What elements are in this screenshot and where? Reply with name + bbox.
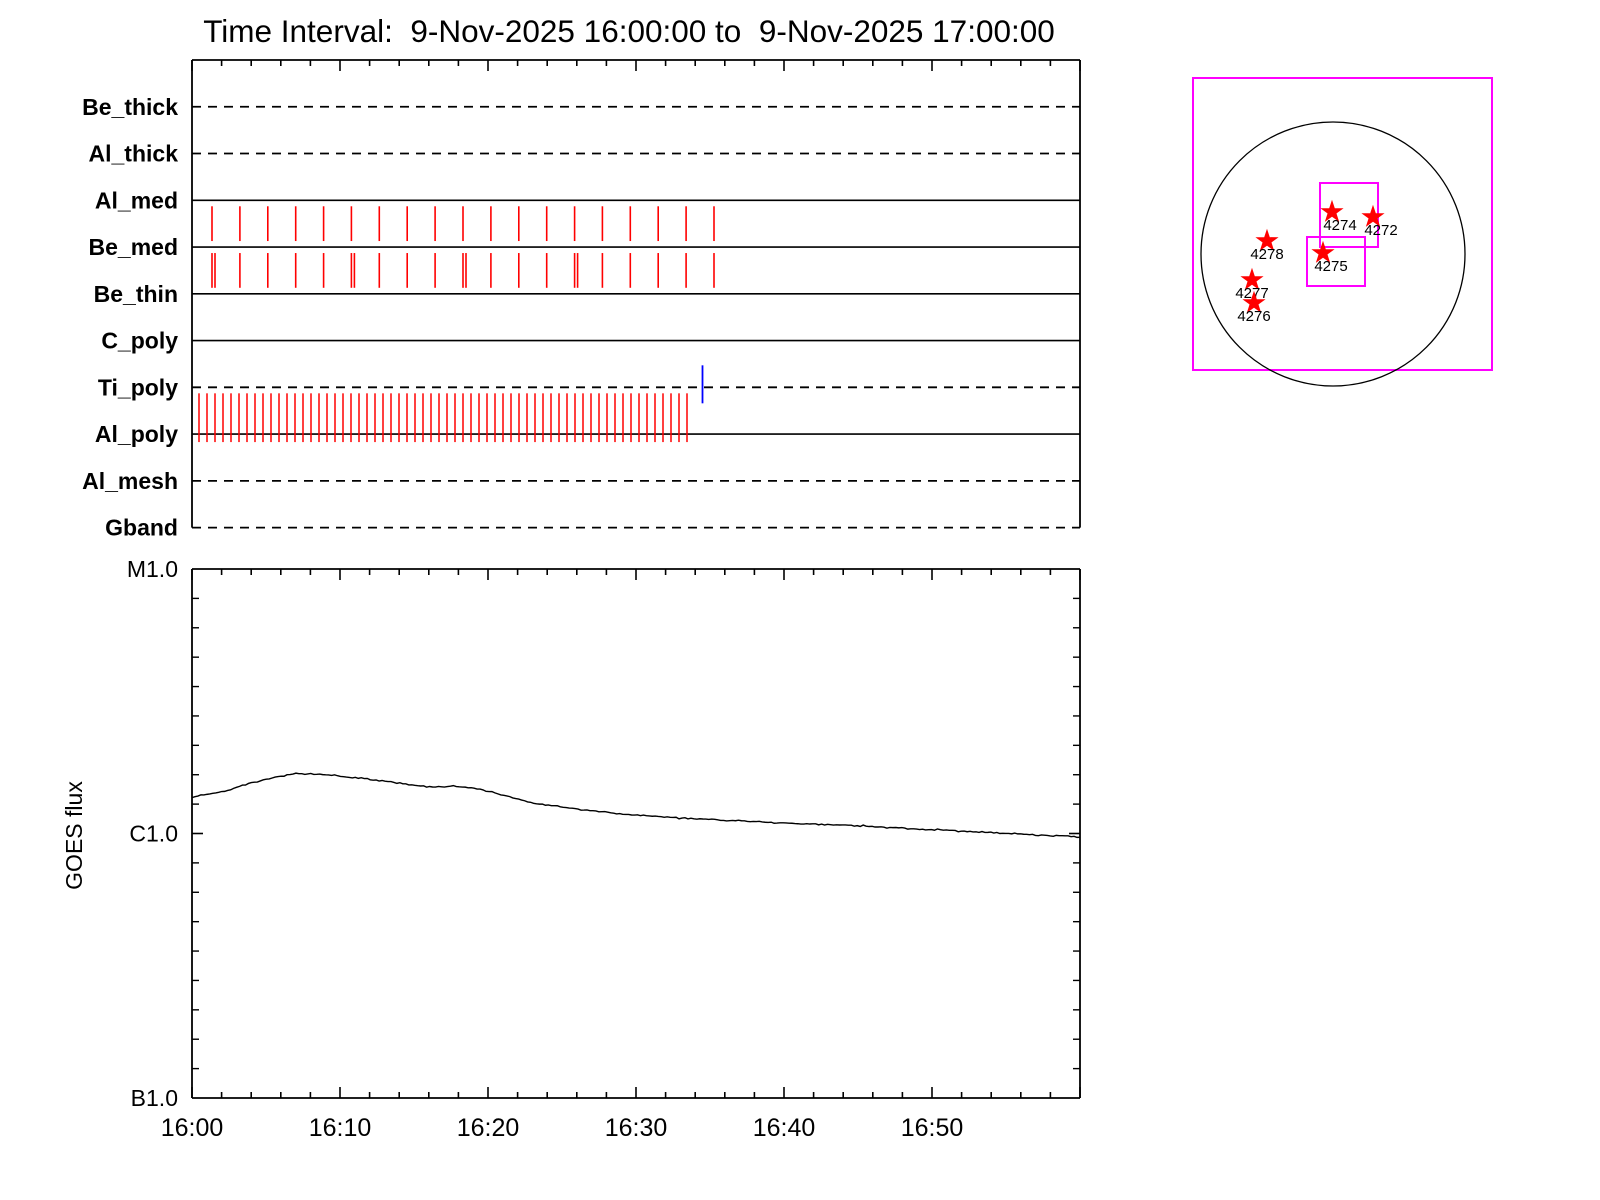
svg-text:Be_med: Be_med — [89, 234, 178, 260]
svg-text:B1.0: B1.0 — [131, 1085, 178, 1111]
svg-text:4278: 4278 — [1250, 246, 1283, 263]
svg-text:Be_thin: Be_thin — [94, 281, 178, 307]
svg-text:16:50: 16:50 — [901, 1114, 964, 1142]
svg-text:Al_mesh: Al_mesh — [82, 468, 178, 494]
svg-text:Gband: Gband — [105, 515, 178, 541]
svg-text:M1.0: M1.0 — [127, 556, 178, 582]
svg-text:Al_poly: Al_poly — [95, 421, 178, 447]
svg-text:4272: 4272 — [1364, 222, 1397, 239]
svg-text:Al_thick: Al_thick — [89, 141, 179, 167]
svg-text:16:30: 16:30 — [605, 1114, 668, 1142]
svg-text:4275: 4275 — [1314, 258, 1347, 275]
svg-text:Ti_poly: Ti_poly — [98, 374, 178, 400]
svg-text:C_poly: C_poly — [101, 328, 178, 354]
svg-text:16:10: 16:10 — [309, 1114, 372, 1142]
svg-text:C1.0: C1.0 — [129, 821, 178, 847]
svg-text:16:40: 16:40 — [753, 1114, 816, 1142]
svg-text:16:00: 16:00 — [161, 1114, 224, 1142]
svg-text:16:20: 16:20 — [457, 1114, 520, 1142]
svg-text:Be_thick: Be_thick — [82, 94, 178, 120]
svg-text:Al_med: Al_med — [95, 187, 178, 213]
svg-text:Time Interval: 9-Nov-2025 16:: Time Interval: 9-Nov-2025 16:00:00 to 9-… — [203, 13, 1055, 49]
svg-text:4276: 4276 — [1237, 308, 1270, 325]
svg-text:GOES flux: GOES flux — [61, 781, 87, 890]
svg-text:4274: 4274 — [1323, 217, 1356, 234]
